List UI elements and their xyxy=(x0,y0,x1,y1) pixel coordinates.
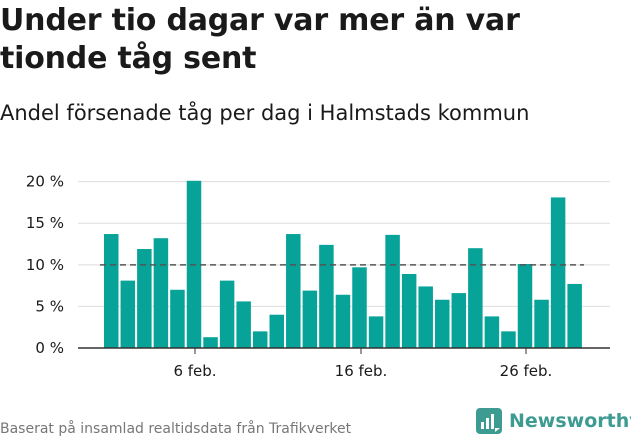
bar[interactable] xyxy=(286,234,301,348)
bar[interactable] xyxy=(137,249,152,348)
y-tick-label: 15 % xyxy=(26,214,64,232)
bar[interactable] xyxy=(219,280,235,348)
bar[interactable] xyxy=(153,238,169,348)
bar[interactable] xyxy=(252,331,268,348)
y-tick-label: 0 % xyxy=(35,339,64,357)
source-note: Baserat på insamlad realtidsdata från Tr… xyxy=(0,421,352,437)
bar[interactable] xyxy=(385,234,400,348)
x-tick-label: 16 feb. xyxy=(335,362,388,380)
y-tick-label: 10 % xyxy=(26,256,64,274)
bar[interactable] xyxy=(170,289,185,348)
bar[interactable] xyxy=(468,248,483,348)
bar[interactable] xyxy=(352,267,367,348)
bar[interactable] xyxy=(236,301,251,348)
bar[interactable] xyxy=(302,290,318,348)
y-axis: 0 % 5 % 10 % 15 % 20 % xyxy=(26,173,64,357)
x-axis: 6 feb. 16 feb. 26 feb. xyxy=(78,347,610,380)
y-tick-label: 20 % xyxy=(26,173,64,191)
bar[interactable] xyxy=(501,331,516,348)
bar[interactable] xyxy=(203,337,218,348)
bar[interactable] xyxy=(567,283,582,348)
bar[interactable] xyxy=(104,234,119,348)
bar[interactable] xyxy=(368,316,384,348)
bar[interactable] xyxy=(269,314,285,348)
bar-chart: 0 % 5 % 10 % 15 % 20 % 6 feb. 16 feb. 26 feb. xyxy=(26,173,610,380)
brand-logo[interactable]: Newsworthy xyxy=(475,406,631,436)
bar[interactable] xyxy=(335,294,351,348)
chart-title: Under tio dagar var mer än var tionde tå… xyxy=(0,3,520,76)
bar[interactable] xyxy=(484,316,500,348)
newsworthy-logo-icon xyxy=(476,408,502,434)
bar[interactable] xyxy=(517,263,533,348)
bar[interactable] xyxy=(319,244,334,348)
bar[interactable] xyxy=(451,293,467,348)
chart-subtitle: Andel försenade tåg per dag i Halmstads … xyxy=(0,101,530,125)
bar[interactable] xyxy=(534,299,549,348)
bar[interactable] xyxy=(401,273,417,348)
bar[interactable] xyxy=(435,299,450,348)
bar[interactable] xyxy=(120,280,136,348)
bars xyxy=(104,180,582,348)
x-tick-label: 6 feb. xyxy=(173,362,216,380)
x-tick-label: 26 feb. xyxy=(500,362,553,380)
bar[interactable] xyxy=(550,197,566,348)
bar[interactable] xyxy=(418,286,433,348)
y-tick-label: 5 % xyxy=(35,297,64,315)
brand-name: Newsworthy xyxy=(509,410,631,432)
